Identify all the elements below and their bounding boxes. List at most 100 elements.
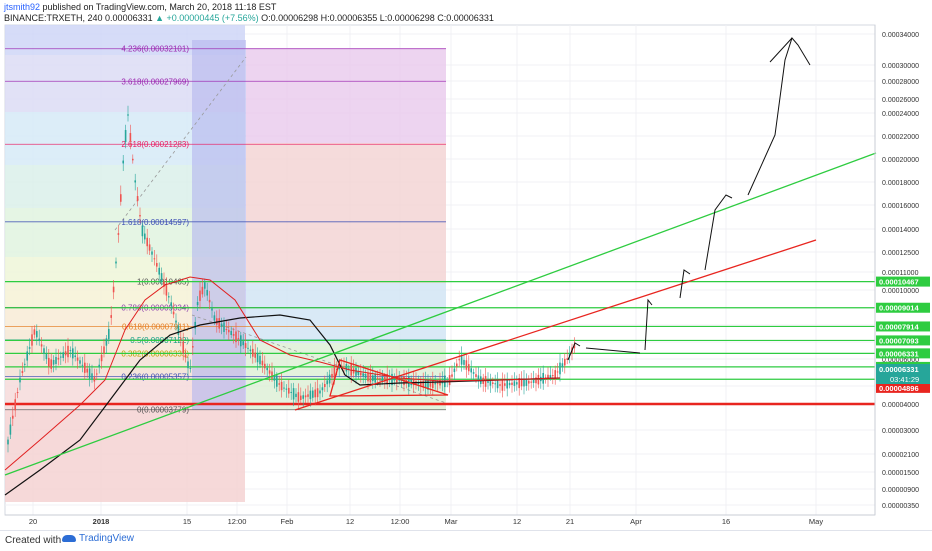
candle-body-229 [556,371,559,373]
candle-body-220 [535,377,537,384]
candle-body-2 [12,415,14,419]
fib-band-9 [5,355,245,377]
candle-body-212 [516,382,518,385]
candle-body-59 [148,244,151,251]
tradingview-logo[interactable]: TradingView [62,533,134,544]
projection-arrow-a [567,342,581,361]
candle-body-83 [206,289,208,296]
candle-body-79 [196,302,199,306]
candle-body-36 [93,377,96,382]
fib-level-label-1: 3.618(0.00027969) [121,77,189,86]
candle-body-109 [268,370,271,374]
candle-body-12 [36,331,38,338]
candle-body-233 [566,358,568,360]
candle-body-172 [420,381,422,386]
candle-body-18 [50,359,52,369]
candle-body-67 [168,296,170,298]
candle-body-123 [302,395,304,399]
y-tick-3: 0.00026000 [882,97,919,104]
candle-body-155 [379,377,381,380]
y-tick-19: 0.00003000 [882,428,919,435]
candle-body-22 [60,356,62,358]
candle-body-192 [468,364,470,372]
candle-body-99 [244,343,247,349]
candle-body-73 [182,341,184,354]
candle-body-194 [472,372,475,374]
price-badge-text-1: 0.00009014 [879,304,919,313]
candle-body-221 [537,374,540,385]
candle-body-128 [314,389,316,398]
symbol-label: BINANCE:TRXETH, 240 [4,13,103,23]
price-badge-3 [876,335,930,346]
candle-body-49 [124,130,127,142]
candle-body-203 [494,383,496,385]
candle-body-179 [436,383,439,385]
candle-body-21 [57,357,60,360]
candle-body-64 [160,273,163,283]
x-tick-12: May [809,517,823,526]
candle-body-133 [326,380,328,385]
price-chart[interactable]: 4.236(0.00032101) 3.618(0.00027969) 2.618(… [0,0,932,530]
fib-band-11 [5,410,245,502]
candle-body-205 [499,384,501,386]
candle-body-119 [292,388,295,400]
candle-body-231 [561,363,564,368]
candle-body-142 [348,368,350,370]
candle-body-196 [477,375,480,382]
candle-body-5 [19,377,21,383]
y-tick-6: 0.00020000 [882,157,919,164]
price-badge-8 [876,382,930,393]
candle-body-32 [84,362,86,373]
candle-body-80 [199,290,201,301]
candle-body-191 [465,360,468,370]
y-tick-10: 0.00012500 [882,250,919,257]
x-tick-6: 12:00 [391,517,410,526]
candle-body-116 [285,388,288,390]
candle-body-152 [372,375,374,382]
publish-text: published on TradingView.com, March 20, … [40,2,277,12]
candle-body-154 [376,377,379,380]
candle-body-74 [184,354,187,358]
candle-body-161 [393,378,396,381]
publish-info: jtsmith92 published on TradingView.com, … [4,2,276,12]
candle-body-29 [76,357,79,361]
candle-body-190 [463,359,465,365]
candle-body-15 [43,348,45,354]
projection-arrow-f [747,36,811,196]
candle-body-31 [81,364,84,366]
price-badge-2 [876,321,930,332]
candle-body-118 [290,391,292,393]
candle-body-115 [283,387,285,389]
y-tick-0: 0.00034000 [882,32,919,39]
candle-body-121 [297,392,300,402]
y-tick-1: 0.00030000 [882,63,919,70]
candle-body-213 [518,378,520,389]
candle-body-65 [163,281,165,287]
candle-body-33 [86,368,88,373]
candle-body-120 [295,393,297,398]
last-price: 0.00006331 [105,13,153,23]
candle-body-195 [475,374,477,378]
candle-body-150 [367,372,369,382]
x-tick-2: 15 [183,517,191,526]
candle-body-47 [120,194,122,202]
candle-body-24 [64,351,67,356]
candle-body-50 [127,114,129,116]
candle-body-75 [187,361,189,369]
y-tick-12: 0.00010000 [882,288,919,295]
candle-body-131 [321,387,324,391]
y-tick-5: 0.00022000 [882,134,919,141]
candle-body-230 [559,362,561,375]
candle-body-30 [79,360,81,364]
projection-arrowhead [769,37,793,63]
candle-body-7 [24,363,26,365]
x-tick-8: 12 [513,517,521,526]
author-link[interactable]: jtsmith92 [4,2,41,12]
candle-body-101 [249,349,252,352]
fib-level-label-10: 0(0.00003779) [137,406,189,415]
fib-level-label-3: 1.618(0.00014597) [121,218,189,227]
candle-body-38 [98,364,100,368]
candle-body-63 [158,267,160,275]
candle-body-113 [278,383,280,385]
candle-body-81 [201,286,204,295]
